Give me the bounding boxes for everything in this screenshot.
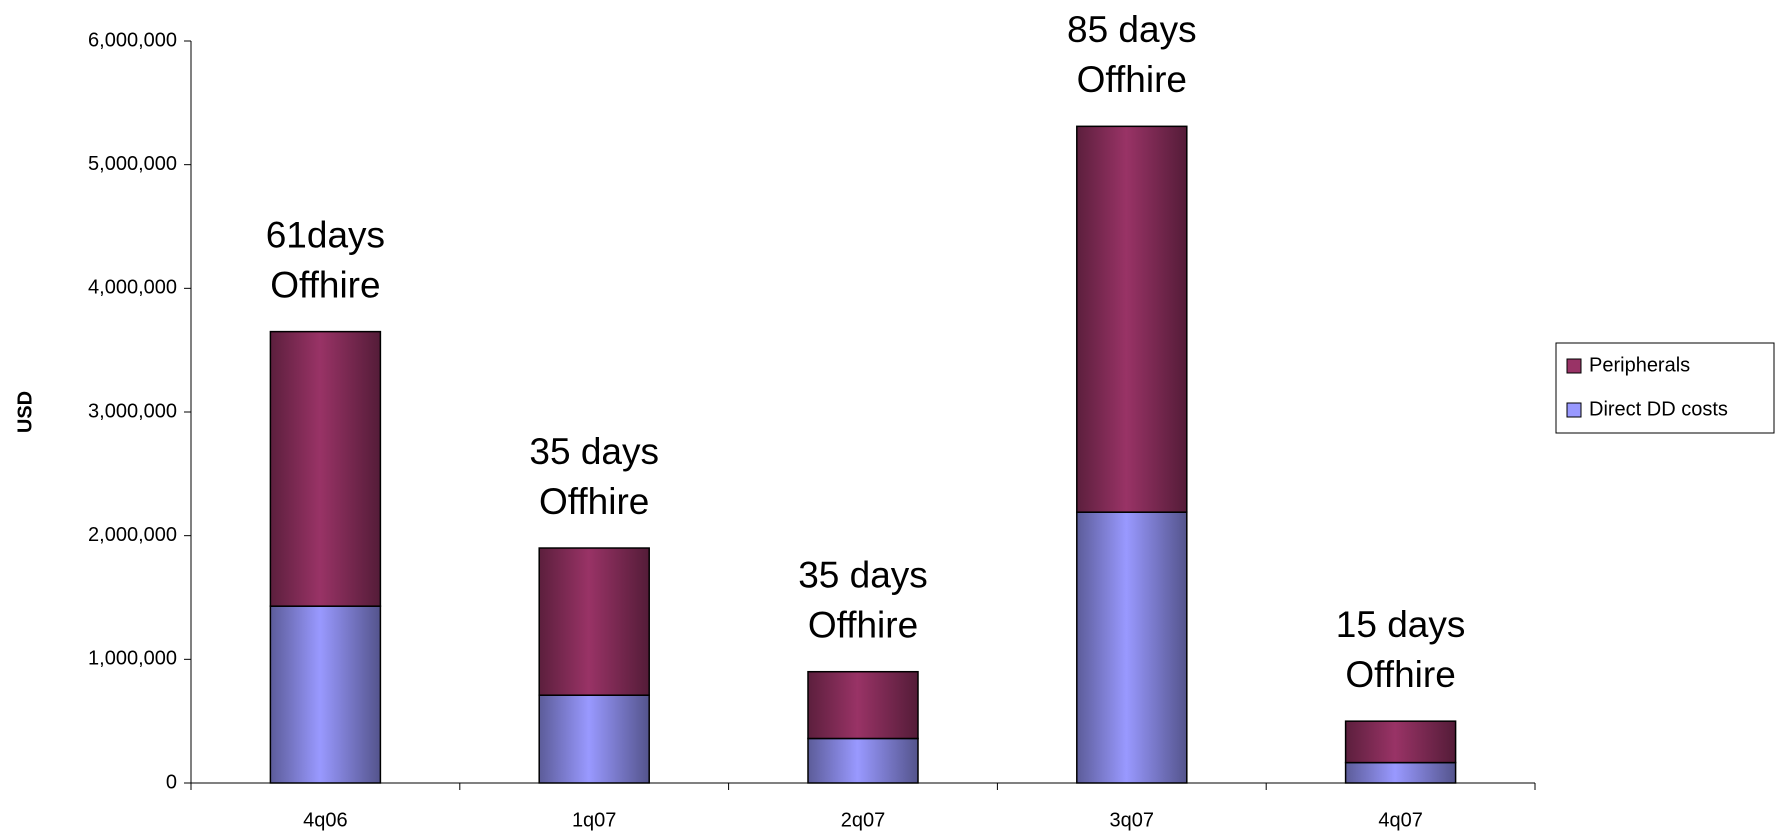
x-tick-label: 2q07 — [841, 809, 886, 831]
x-tick-label: 4q07 — [1378, 809, 1423, 831]
bar-segment — [1076, 511, 1188, 784]
bar-annotation: Offhire — [1345, 654, 1455, 695]
x-tick-label: 3q07 — [1110, 809, 1155, 831]
y-axis-label: USD — [14, 391, 36, 433]
y-tick-label: 5,000,000 — [88, 153, 177, 175]
y-tick-label: 6,000,000 — [88, 29, 177, 51]
legend-swatch — [1566, 358, 1582, 374]
bar-segment — [269, 605, 382, 784]
bar-annotation: 35 days — [529, 431, 659, 472]
bar-annotation: Offhire — [808, 604, 918, 645]
legend-label: Peripherals — [1589, 354, 1690, 376]
bar-annotation: 85 days — [1067, 9, 1197, 50]
bar-segment — [1344, 720, 1457, 764]
y-tick-label: 0 — [166, 771, 177, 793]
bar-segment — [538, 547, 650, 696]
y-tick-label: 2,000,000 — [88, 524, 177, 546]
bar-annotation: Offhire — [539, 481, 649, 522]
y-tick-label: 3,000,000 — [88, 400, 177, 422]
bar-segment — [807, 737, 919, 784]
bar-segment — [269, 330, 382, 607]
bar-annotation: 35 days — [798, 554, 928, 595]
y-tick-label: 4,000,000 — [88, 277, 177, 299]
x-tick-label: 4q06 — [303, 809, 348, 831]
bar-annotation: 61days — [266, 214, 385, 255]
bar-segment — [1344, 761, 1457, 784]
legend-swatch — [1566, 402, 1582, 418]
legend-label: Direct DD costs — [1589, 398, 1728, 420]
y-tick-label: 1,000,000 — [88, 648, 177, 670]
bar-segment — [807, 670, 919, 740]
legend-box — [1555, 342, 1775, 434]
bar-segment — [538, 694, 650, 784]
bar-annotation: Offhire — [270, 264, 380, 305]
bar-annotation: 15 days — [1336, 604, 1466, 645]
bar-segment — [1076, 125, 1188, 513]
bar-annotation: Offhire — [1077, 59, 1187, 100]
x-tick-label: 1q07 — [572, 809, 617, 831]
